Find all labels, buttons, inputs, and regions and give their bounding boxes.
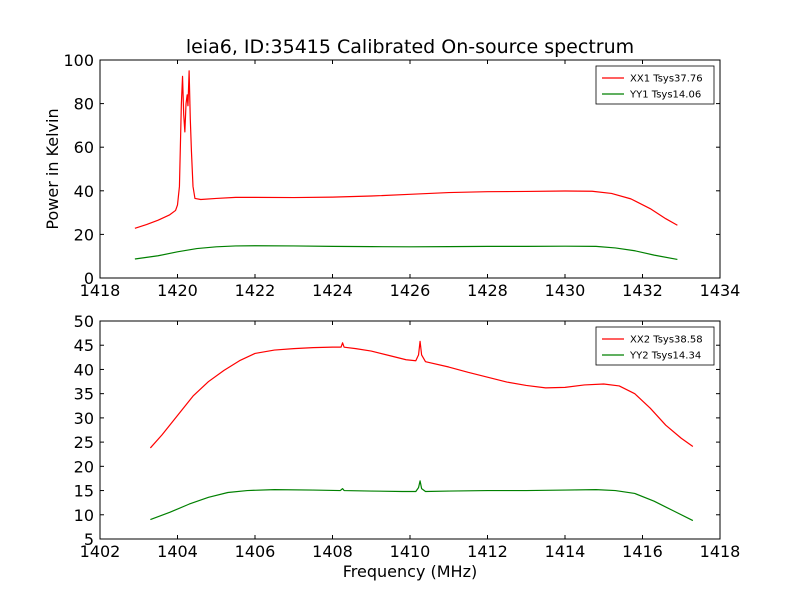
x-tick-label-top: 1426 xyxy=(390,281,431,300)
series-line-bottom-2 xyxy=(150,480,694,522)
y-tick-label-bottom: 20 xyxy=(74,457,94,476)
legend-label-bottom-2: YY2 Tsys14.34 xyxy=(629,351,701,362)
legend-box-bottom xyxy=(595,326,715,366)
y-tick-label-bottom: 15 xyxy=(74,482,94,501)
y-tick-label-bottom: 5 xyxy=(84,530,94,549)
y-tick-label-bottom: 35 xyxy=(74,385,94,404)
x-tick-label-top: 1424 xyxy=(312,281,353,300)
x-tick-label-top: 1420 xyxy=(157,281,198,300)
y-tick-label-top: 0 xyxy=(84,269,94,288)
x-tick-label-top: 1422 xyxy=(235,281,276,300)
y-tick-label-bottom: 25 xyxy=(74,433,94,452)
x-axis-label-bottom: Frequency (MHz) xyxy=(343,562,477,581)
legend-box-top xyxy=(595,65,715,105)
x-tick-label-top: 1434 xyxy=(700,281,741,300)
x-tick-label-top: 1418 xyxy=(80,281,121,300)
y-tick-label-bottom: 40 xyxy=(74,360,94,379)
series-line-top-1 xyxy=(134,70,678,229)
x-tick-label-top: 1432 xyxy=(622,281,663,300)
legend-bottom: XX2 Tsys38.58 YY2 Tsys14.34 xyxy=(595,326,715,366)
legend-label-bottom-1: XX2 Tsys38.58 xyxy=(630,335,703,346)
x-tick-label-bottom: 1402 xyxy=(80,542,121,561)
legend-label-top-1: XX1 Tsys37.76 xyxy=(630,74,703,85)
x-tick-label-bottom: 1414 xyxy=(545,542,586,561)
y-tick-label-top: 40 xyxy=(74,182,94,201)
x-tick-label-bottom: 1410 xyxy=(390,542,431,561)
legend-top: XX1 Tsys37.76 YY1 Tsys14.06 xyxy=(595,65,715,105)
y-tick-label-top: 80 xyxy=(74,95,94,114)
chart-title: leia6, ID:35415 Calibrated On-source spe… xyxy=(186,36,634,58)
y-tick-label-bottom: 50 xyxy=(74,312,94,331)
x-tick-label-top: 1430 xyxy=(545,281,586,300)
x-tick-label-bottom: 1416 xyxy=(622,542,663,561)
y-tick-label-bottom: 45 xyxy=(74,336,94,355)
bottom-panel: 1402 1404 1406 1408 1410 1412 1414 1416 1418 5 10 1… xyxy=(74,312,741,561)
legend-label-top-2: YY1 Tsys14.06 xyxy=(629,90,701,101)
y-tick-label-bottom: 30 xyxy=(74,409,94,428)
x-tick-label-bottom: 1418 xyxy=(700,542,741,561)
y-tick-label-top: 60 xyxy=(74,138,94,157)
x-tick-label-bottom: 1406 xyxy=(235,542,276,561)
x-tick-label-bottom: 1404 xyxy=(157,542,198,561)
x-tick-label-bottom: 1412 xyxy=(467,542,508,561)
y-tick-label-top: 100 xyxy=(63,51,94,70)
x-tick-label-bottom: 1408 xyxy=(312,542,353,561)
top-panel: 1418 1420 1422 1424 1426 1428 1430 1432 1434 0 20 4… xyxy=(63,51,740,300)
series-line-top-2 xyxy=(134,245,678,261)
series-line-bottom-1 xyxy=(149,340,694,449)
y-tick-label-top: 20 xyxy=(74,225,94,244)
x-tick-label-top: 1428 xyxy=(467,281,508,300)
y-tick-label-bottom: 10 xyxy=(74,506,94,525)
y-axis-label-top: Power in Kelvin xyxy=(43,108,62,229)
